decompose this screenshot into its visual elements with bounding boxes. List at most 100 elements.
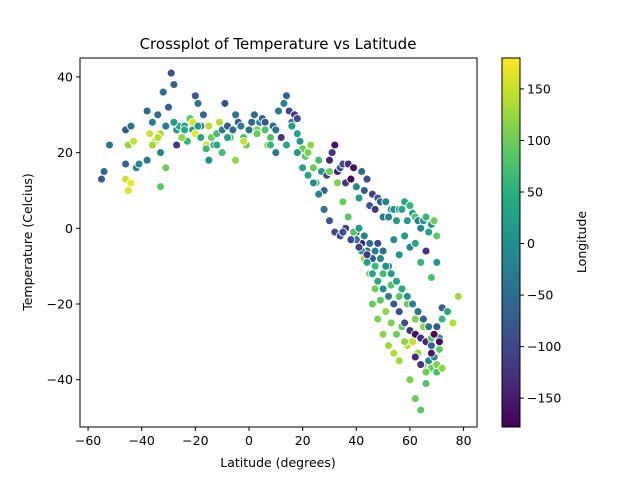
data-point <box>370 284 380 294</box>
data-point <box>147 140 157 150</box>
data-point <box>362 174 372 184</box>
data-point <box>295 136 305 146</box>
data-point <box>201 144 211 154</box>
data-point <box>196 133 206 142</box>
y-tick-label: 0 <box>65 221 73 236</box>
data-point <box>177 133 187 142</box>
data-point <box>362 257 372 267</box>
colorbar-axis: −150 −100 −50 0 50 100 150 <box>520 81 561 406</box>
data-point <box>292 129 302 139</box>
x-axis-label: Latitude (degrees) <box>220 455 336 470</box>
data-point <box>384 212 393 222</box>
data-point <box>319 204 329 214</box>
data-point <box>145 129 155 139</box>
data-point <box>413 307 423 317</box>
data-point <box>134 159 144 169</box>
colorbar-tick-label: 100 <box>527 133 551 148</box>
data-point <box>394 291 404 301</box>
data-point <box>397 204 407 214</box>
data-point <box>204 155 214 165</box>
data-point <box>370 246 380 256</box>
y-axis-label: Temperature (Celcius) <box>20 173 35 312</box>
data-point <box>330 140 340 150</box>
data-point <box>392 216 401 226</box>
data-point <box>303 170 313 180</box>
data-point <box>354 193 364 203</box>
data-point <box>426 273 436 282</box>
data-point <box>408 299 418 309</box>
data-point <box>378 246 388 256</box>
data-point <box>172 140 182 150</box>
data-point <box>416 405 426 415</box>
data-point <box>354 223 364 233</box>
data-point <box>434 337 444 347</box>
colorbar-tick-label: −100 <box>527 339 561 354</box>
data-point <box>198 110 208 120</box>
x-tick-label: 80 <box>456 433 472 448</box>
data-point <box>346 174 356 184</box>
y-tick-label: −40 <box>47 372 73 387</box>
data-point <box>437 314 447 324</box>
data-point <box>193 121 203 131</box>
data-point <box>287 121 297 131</box>
data-point <box>410 394 420 404</box>
data-point <box>424 322 434 332</box>
data-point <box>429 216 439 226</box>
data-point <box>389 235 399 245</box>
data-point <box>126 178 136 188</box>
data-point <box>156 182 165 192</box>
data-point <box>123 186 133 195</box>
data-point <box>249 110 259 120</box>
data-point <box>392 276 401 286</box>
data-point <box>217 148 227 158</box>
data-point <box>314 189 324 199</box>
data-point <box>349 163 359 173</box>
data-point <box>325 155 334 165</box>
data-point <box>453 291 463 301</box>
colorbar-label: Longitude <box>574 211 589 273</box>
data-point <box>169 80 179 89</box>
data-point <box>394 250 404 260</box>
data-point <box>362 250 372 260</box>
data-point <box>378 284 388 294</box>
data-point <box>266 140 275 150</box>
data-point <box>378 329 388 339</box>
data-point <box>303 148 313 158</box>
data-point <box>327 148 337 158</box>
data-point <box>161 163 171 173</box>
data-point <box>271 125 281 135</box>
x-tick-label: 0 <box>245 433 253 448</box>
data-point <box>121 159 131 169</box>
data-point <box>158 87 168 97</box>
data-point <box>156 148 165 158</box>
data-point <box>274 106 283 116</box>
data-point <box>338 227 348 237</box>
data-point <box>346 235 356 245</box>
data-point <box>215 117 224 127</box>
data-point <box>244 125 254 135</box>
data-point <box>375 295 385 305</box>
y-axis: −40 −20 0 20 40 <box>47 69 80 387</box>
x-tick-label: −60 <box>75 433 101 448</box>
x-axis: −60 −40 −20 0 20 40 60 80 <box>75 427 472 448</box>
data-point <box>373 314 383 324</box>
colorbar-tick-label: −50 <box>527 288 553 303</box>
data-point <box>418 314 428 324</box>
data-point <box>416 223 426 233</box>
data-point <box>142 106 152 116</box>
data-point <box>354 242 364 252</box>
data-point <box>260 117 270 127</box>
data-point <box>381 261 391 271</box>
data-point <box>298 163 308 173</box>
x-tick-label: 20 <box>295 433 311 448</box>
data-point <box>129 136 139 146</box>
data-point <box>166 68 176 78</box>
x-tick-label: −20 <box>182 433 208 448</box>
data-point <box>410 314 420 324</box>
data-point <box>394 307 404 317</box>
data-point <box>142 155 152 165</box>
data-point <box>400 337 410 347</box>
data-point <box>381 307 391 317</box>
x-tick-label: 40 <box>348 433 364 448</box>
